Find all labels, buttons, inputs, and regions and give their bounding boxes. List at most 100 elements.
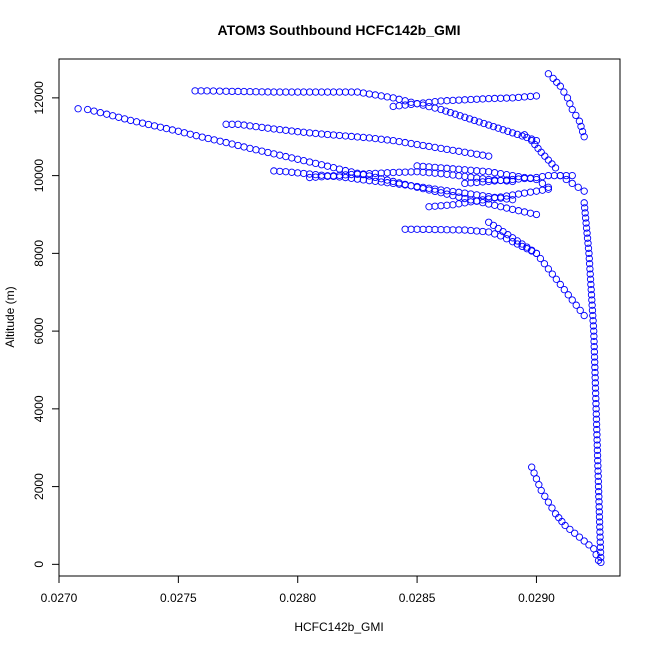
data-point bbox=[590, 327, 598, 335]
data-point bbox=[594, 556, 603, 565]
data-point bbox=[191, 87, 199, 95]
data-point bbox=[523, 243, 531, 251]
data-point bbox=[317, 161, 326, 169]
data-point bbox=[395, 168, 403, 176]
data-point bbox=[234, 141, 242, 150]
data-point bbox=[317, 88, 326, 96]
data-point bbox=[532, 210, 541, 219]
data-point bbox=[588, 306, 597, 315]
data-point bbox=[467, 149, 475, 157]
data-point bbox=[585, 254, 593, 263]
data-point bbox=[485, 218, 493, 226]
data-point bbox=[526, 92, 535, 101]
data-point bbox=[461, 172, 469, 181]
data-point bbox=[294, 128, 302, 136]
y-tick-label: 8000 bbox=[32, 240, 46, 267]
data-point bbox=[513, 130, 521, 139]
data-point bbox=[252, 122, 260, 131]
data-point bbox=[485, 121, 493, 129]
data-point bbox=[335, 165, 344, 173]
data-point bbox=[449, 96, 457, 105]
data-point bbox=[568, 179, 576, 188]
data-point bbox=[526, 174, 535, 182]
data-point bbox=[591, 368, 599, 377]
data-point bbox=[581, 214, 590, 222]
data-point bbox=[504, 127, 512, 135]
data-point bbox=[580, 187, 588, 195]
data-point bbox=[371, 134, 379, 143]
data-point bbox=[595, 493, 603, 501]
data-point bbox=[210, 136, 218, 144]
data-point bbox=[556, 171, 564, 180]
data-point bbox=[311, 159, 320, 168]
data-point bbox=[532, 92, 541, 100]
data-point bbox=[532, 187, 541, 195]
data-point bbox=[168, 126, 177, 134]
data-point bbox=[365, 134, 373, 142]
data-point bbox=[371, 177, 379, 186]
data-point bbox=[581, 209, 589, 217]
data-point bbox=[514, 93, 523, 102]
data-point bbox=[595, 518, 604, 526]
data-point bbox=[192, 132, 200, 140]
data-point bbox=[585, 541, 593, 549]
data-point bbox=[580, 133, 588, 141]
data-point bbox=[491, 201, 499, 210]
data-point bbox=[443, 170, 451, 179]
data-point bbox=[425, 203, 433, 211]
data-point bbox=[264, 148, 272, 157]
data-point bbox=[359, 89, 368, 97]
data-point bbox=[83, 105, 92, 114]
data-point bbox=[389, 136, 397, 145]
data-point bbox=[96, 108, 105, 117]
data-point bbox=[518, 242, 526, 251]
data-point bbox=[541, 492, 549, 500]
data-point bbox=[74, 105, 82, 113]
data-point bbox=[282, 152, 290, 161]
data-point bbox=[306, 158, 314, 166]
data-point bbox=[437, 105, 445, 114]
data-point bbox=[294, 169, 302, 177]
data-point bbox=[335, 131, 344, 140]
data-point bbox=[341, 132, 350, 140]
data-point bbox=[288, 88, 296, 96]
data-point bbox=[574, 183, 582, 191]
data-point bbox=[270, 125, 278, 133]
data-point bbox=[109, 112, 117, 120]
data-point bbox=[496, 176, 505, 185]
data-point bbox=[560, 88, 568, 96]
x-axis-label: HCFC142b_GMI bbox=[294, 620, 383, 634]
data-point bbox=[443, 201, 451, 209]
data-point bbox=[594, 467, 602, 475]
data-point bbox=[465, 115, 474, 123]
data-point bbox=[513, 240, 521, 248]
data-point bbox=[587, 285, 595, 294]
data-point bbox=[431, 98, 439, 106]
y-tick-label: 0 bbox=[32, 561, 46, 568]
data-point bbox=[596, 543, 605, 551]
data-point bbox=[288, 154, 296, 162]
data-point bbox=[591, 384, 600, 392]
data-point bbox=[593, 436, 601, 444]
data-point bbox=[449, 201, 457, 209]
data-point bbox=[461, 179, 469, 188]
data-point bbox=[540, 260, 549, 268]
data-point bbox=[431, 104, 439, 112]
data-point bbox=[270, 88, 278, 96]
data-point bbox=[575, 533, 584, 541]
data-point bbox=[425, 142, 433, 151]
data-point bbox=[592, 394, 600, 403]
data-point bbox=[461, 96, 469, 104]
data-point bbox=[590, 348, 599, 356]
data-point bbox=[577, 122, 585, 131]
data-point bbox=[419, 141, 427, 150]
data-point bbox=[270, 150, 278, 158]
data-point bbox=[593, 446, 602, 454]
data-point bbox=[455, 165, 463, 173]
data-point bbox=[548, 160, 556, 168]
data-point bbox=[461, 113, 469, 121]
data-point bbox=[568, 171, 576, 180]
data-point bbox=[288, 127, 296, 135]
data-point bbox=[467, 190, 475, 198]
data-point bbox=[470, 116, 479, 125]
